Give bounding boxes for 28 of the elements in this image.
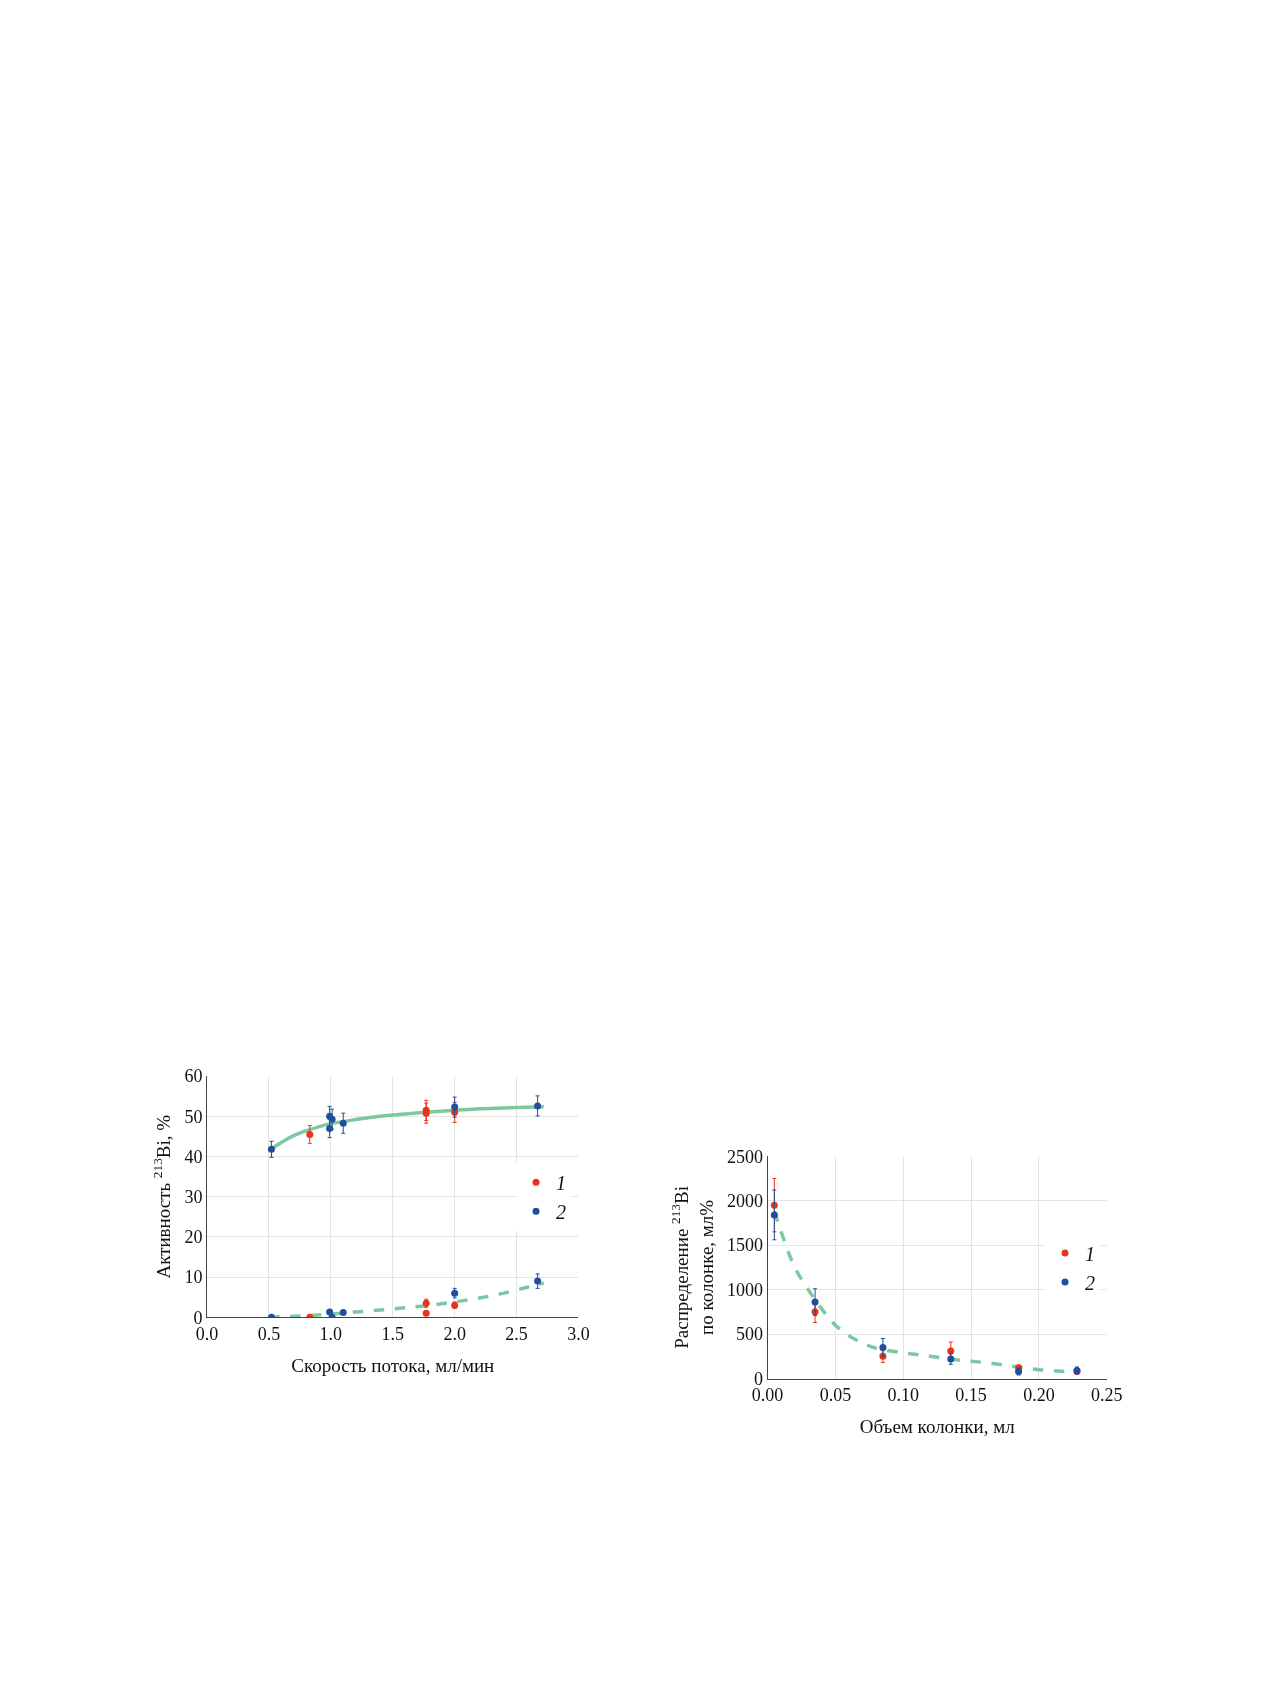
legend-label: 2 — [1085, 1271, 1096, 1294]
x-tick-label: 0.10 — [887, 1385, 920, 1406]
x-tick-label: 3.0 — [567, 1323, 590, 1344]
y-tick-label: 30 — [184, 1187, 203, 1208]
x-tick-label: 0.25 — [1091, 1385, 1123, 1406]
y-tick-label: 60 — [184, 1066, 203, 1087]
x-tick-label: 0.5 — [257, 1323, 281, 1344]
x-tick-label: 2.0 — [443, 1323, 466, 1344]
x-tick-label: 2.5 — [505, 1323, 528, 1344]
y-tick-label: 1500 — [726, 1235, 763, 1256]
y-tick-label: 2000 — [726, 1190, 763, 1211]
x-tick-label: 1.5 — [381, 1323, 405, 1344]
x-tick-label: 1.0 — [319, 1323, 343, 1344]
y-tick-label: 500 — [735, 1324, 763, 1345]
y-tick-label: 1000 — [726, 1279, 763, 1300]
x-axis-title: Скорость потока, мл/мин — [291, 1354, 495, 1376]
x-tick-label: 0.15 — [955, 1385, 987, 1406]
legend-label: 2 — [556, 1201, 567, 1224]
x-tick-label: 0.20 — [1023, 1385, 1055, 1406]
legend-label: 1 — [1085, 1242, 1096, 1265]
legend-label: 1 — [556, 1172, 567, 1195]
x-tick-label: 0.05 — [819, 1385, 852, 1406]
y-tick-label: 20 — [184, 1227, 203, 1248]
x-axis-title: Объем колонки, мл — [859, 1415, 1016, 1437]
y-tick-label: 40 — [184, 1146, 203, 1167]
y-tick-label: 50 — [184, 1106, 203, 1127]
y-tick-label: 10 — [184, 1267, 203, 1288]
y-tick-label: 2500 — [726, 1146, 763, 1167]
